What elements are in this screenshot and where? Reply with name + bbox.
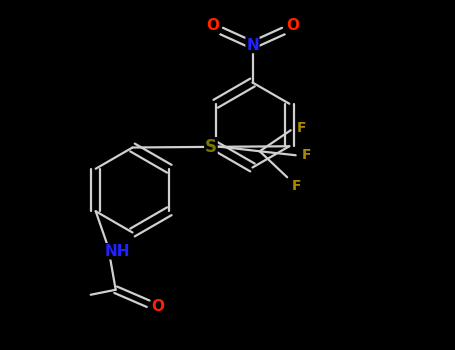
Text: N: N	[246, 37, 259, 52]
Text: S: S	[205, 138, 217, 156]
Text: O: O	[286, 19, 299, 34]
Text: NH: NH	[105, 244, 130, 259]
Text: F: F	[297, 121, 307, 135]
Text: O: O	[152, 299, 165, 314]
Text: O: O	[206, 19, 219, 34]
Text: F: F	[292, 179, 301, 193]
Text: F: F	[302, 148, 311, 162]
